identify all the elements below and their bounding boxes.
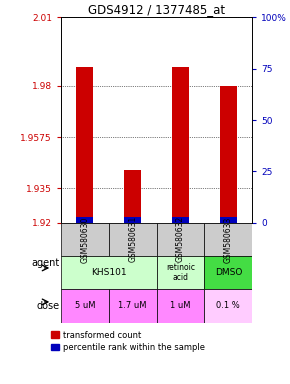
Text: 1 uM: 1 uM <box>170 301 191 310</box>
Bar <box>220 217 237 223</box>
Text: GSM580631: GSM580631 <box>128 216 137 263</box>
Text: 0.1 %: 0.1 % <box>217 301 240 310</box>
Bar <box>77 68 93 223</box>
Bar <box>204 289 252 323</box>
Bar <box>204 256 252 289</box>
Text: GSM580632: GSM580632 <box>176 216 185 263</box>
Bar <box>109 289 157 323</box>
Bar <box>157 256 204 289</box>
Bar <box>204 223 252 256</box>
Text: 5 uM: 5 uM <box>75 301 95 310</box>
Bar <box>220 86 237 223</box>
Text: dose: dose <box>36 301 59 311</box>
Text: retinoic
acid: retinoic acid <box>166 263 195 282</box>
Text: GSM580633: GSM580633 <box>224 216 233 263</box>
Text: DMSO: DMSO <box>215 268 242 277</box>
Bar <box>157 289 204 323</box>
Text: GSM580630: GSM580630 <box>80 216 89 263</box>
Bar <box>61 223 109 256</box>
Bar <box>77 217 93 223</box>
Bar <box>124 170 141 223</box>
Legend: transformed count, percentile rank within the sample: transformed count, percentile rank withi… <box>50 331 205 352</box>
Text: agent: agent <box>31 258 59 268</box>
Bar <box>157 223 204 256</box>
Text: 1.7 uM: 1.7 uM <box>118 301 147 310</box>
Bar <box>109 223 157 256</box>
Bar <box>61 289 109 323</box>
Text: KHS101: KHS101 <box>91 268 126 277</box>
Bar <box>124 217 141 223</box>
Bar <box>61 256 157 289</box>
Bar <box>172 217 189 223</box>
Title: GDS4912 / 1377485_at: GDS4912 / 1377485_at <box>88 3 225 16</box>
Bar <box>172 68 189 223</box>
